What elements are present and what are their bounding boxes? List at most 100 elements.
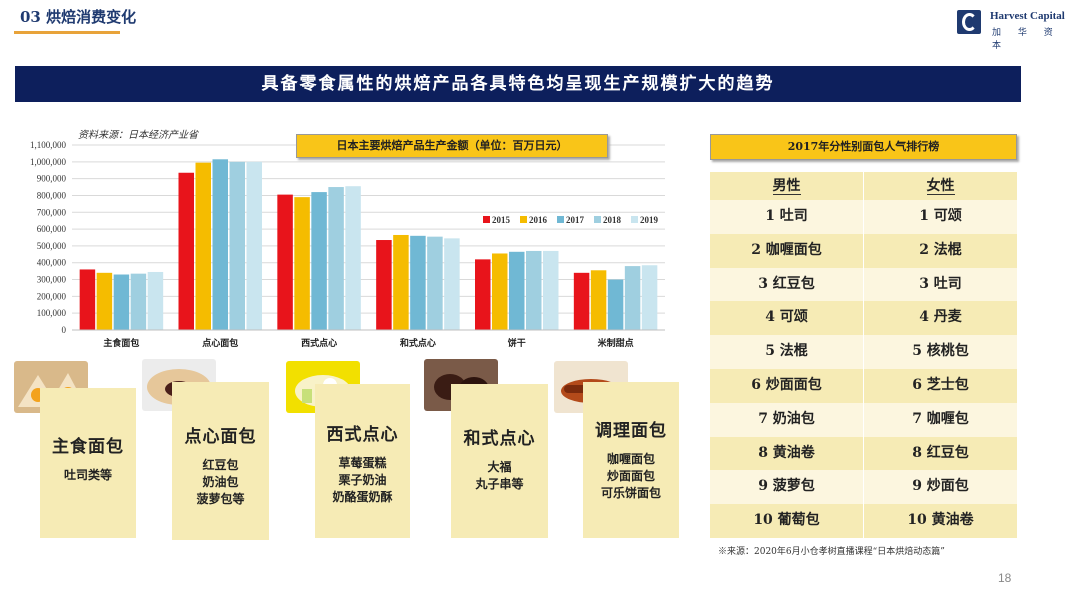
category-item: 吐司类等 [63,468,112,482]
footer-source-note: ※来源：2020年6月小仓孝树直播课程“日本烘焙动态篇” [718,547,945,557]
x-tick-label: 点心面包 [202,337,238,349]
category-item: 炒面面包 [606,469,655,483]
ranking-cell-male: 2 咖喱面包 [751,241,822,258]
bar-2019 [444,238,460,330]
brand-name-en: Harvest Capital [990,10,1065,22]
legend-label: 2017 [566,215,585,225]
category-name: 西式点心 [326,425,399,445]
harvest-logo-icon [957,10,981,34]
bar-2019 [147,271,164,330]
bar-2016 [590,270,607,330]
bar-2015 [178,172,194,330]
category-card-sweet-bread: 点心面包 红豆包 奶油包 菠萝包等 [172,382,269,540]
bar-2016 [96,272,113,330]
ranking-cell-female: 1 可颂 [863,200,1017,234]
y-tick-label: 100,000 [37,308,67,318]
category-items: 红豆包 奶油包 菠萝包等 [172,457,269,508]
category-item: 咖喱面包 [606,452,655,466]
x-tick-label: 主食面包 [103,337,139,349]
category-card-savory-bread: 调理面包 咖喱面包 炒面面包 可乐饼面包 [583,382,679,538]
category-item: 大福 [487,460,512,474]
bar-2017 [410,235,426,330]
bar-2015 [475,259,491,330]
bar-2017 [113,274,130,330]
ranking-cell-female: 4 丹麦 [863,301,1017,336]
bar-2018 [229,161,245,330]
production-bar-chart: 0 100,000 200,000 300,000 400,000 500,000 600,… [30,140,665,349]
ranking-cell-female: 6 芝士包 [863,368,1017,403]
bar-2015 [376,240,392,330]
y-tick-label: 200,000 [37,291,67,301]
title-underline [14,31,120,34]
ranking-table: 男性 女性 1 吐司 1 可颂 2 咖喱面包 2 法棍 3 红豆包 3 吐司 4… [710,172,1017,538]
legend-swatch [483,216,490,223]
x-tick-label: 西式点心 [301,337,337,349]
ranking-row: 4 可颂 4 丹麦 [710,301,1017,336]
bar-2016 [195,162,211,330]
chart-title: 日本主要烘焙产品生产金额（单位：百万日元） [296,134,608,158]
category-card-western-dessert: 西式点心 草莓蛋糕 栗子奶油 奶酪蛋奶酥 [315,384,410,538]
bar-2015 [573,272,590,330]
category-item: 奶酪蛋奶酥 [332,490,393,504]
category-item: 可乐饼面包 [600,486,661,500]
ranking-row: 6 炒面面包 6 芝士包 [710,368,1017,403]
ranking-cell-female: 10 黄油卷 [863,504,1017,538]
section-title: 03 烘焙消费变化 [20,8,137,26]
ranking-cell-male: 9 菠萝包 [758,478,815,495]
brand-name-cn: 加 华 资 本 [992,28,1060,51]
category-name: 主食面包 [52,437,124,457]
x-tick-label: 饼干 [508,337,526,349]
legend-label: 2018 [603,215,622,225]
ranking-row: 1 吐司 1 可颂 [710,200,1017,234]
category-items: 大福 丸子串等 [451,459,548,493]
ranking-cell-male: 4 可颂 [765,309,808,326]
bar-2019 [641,265,658,330]
bar-2016 [492,253,508,330]
bar-2018 [328,187,344,330]
category-items: 草莓蛋糕 栗子奶油 奶酪蛋奶酥 [315,455,410,506]
ranking-cell-female: 5 核桃包 [863,335,1017,369]
bar-2017 [212,159,228,330]
ranking-header-female: 女性 [863,172,1017,200]
category-name: 调理面包 [595,421,667,441]
y-tick-label: 700,000 [37,207,67,217]
y-tick-label: 900,000 [37,174,67,184]
category-name: 点心面包 [184,427,257,447]
ranking-row: 10 葡萄包 10 黄油卷 [710,504,1017,538]
y-tick-label: 500,000 [37,241,67,251]
bar-2016 [393,234,409,330]
y-tick-label: 1,000,000 [30,157,67,167]
category-item: 草莓蛋糕 [338,456,387,470]
category-card-japanese-dessert: 和式点心 大福 丸子串等 [451,384,548,538]
legend-swatch [631,216,638,223]
category-name: 和式点心 [463,429,536,449]
legend-label: 2015 [492,215,511,225]
ranking-row: 5 法棍 5 核桃包 [710,335,1017,369]
category-card-staple-bread: 主食面包 吐司类等 [40,388,136,538]
headline-banner: 具备零食属性的烘焙产品各具特色均呈现生产规模扩大的趋势 [15,66,1021,102]
x-tick-label: 和式点心 [399,337,436,349]
bar-2017 [509,251,525,330]
x-tick-label: 米制甜点 [597,337,634,349]
legend-swatch [594,216,601,223]
ranking-cell-female: 3 吐司 [863,267,1017,302]
y-tick-label: 1,100,000 [30,140,67,150]
category-item: 奶油包 [202,475,239,489]
bar-2019 [345,186,361,330]
ranking-cell-male: 8 黄油卷 [758,444,815,461]
bar-2019 [543,250,559,330]
ranking-row: 3 红豆包 3 吐司 [710,267,1017,302]
y-tick-label: 800,000 [37,190,67,200]
category-item: 菠萝包等 [196,492,245,506]
category-item: 栗子奶油 [338,473,387,487]
bar-2015 [79,269,96,330]
page-number: 18 [998,571,1012,585]
ranking-cell-female: 8 红豆包 [863,436,1017,471]
ranking-cell-male: 1 吐司 [765,208,808,224]
bar-2016 [294,197,310,330]
category-items: 咖喱面包 炒面面包 可乐饼面包 [583,451,679,502]
ranking-row: 8 黄油卷 8 红豆包 [710,436,1017,471]
y-tick-label: 0 [62,325,67,335]
ranking-header-row: 男性 女性 [710,172,1017,200]
bar-2018 [130,273,147,330]
